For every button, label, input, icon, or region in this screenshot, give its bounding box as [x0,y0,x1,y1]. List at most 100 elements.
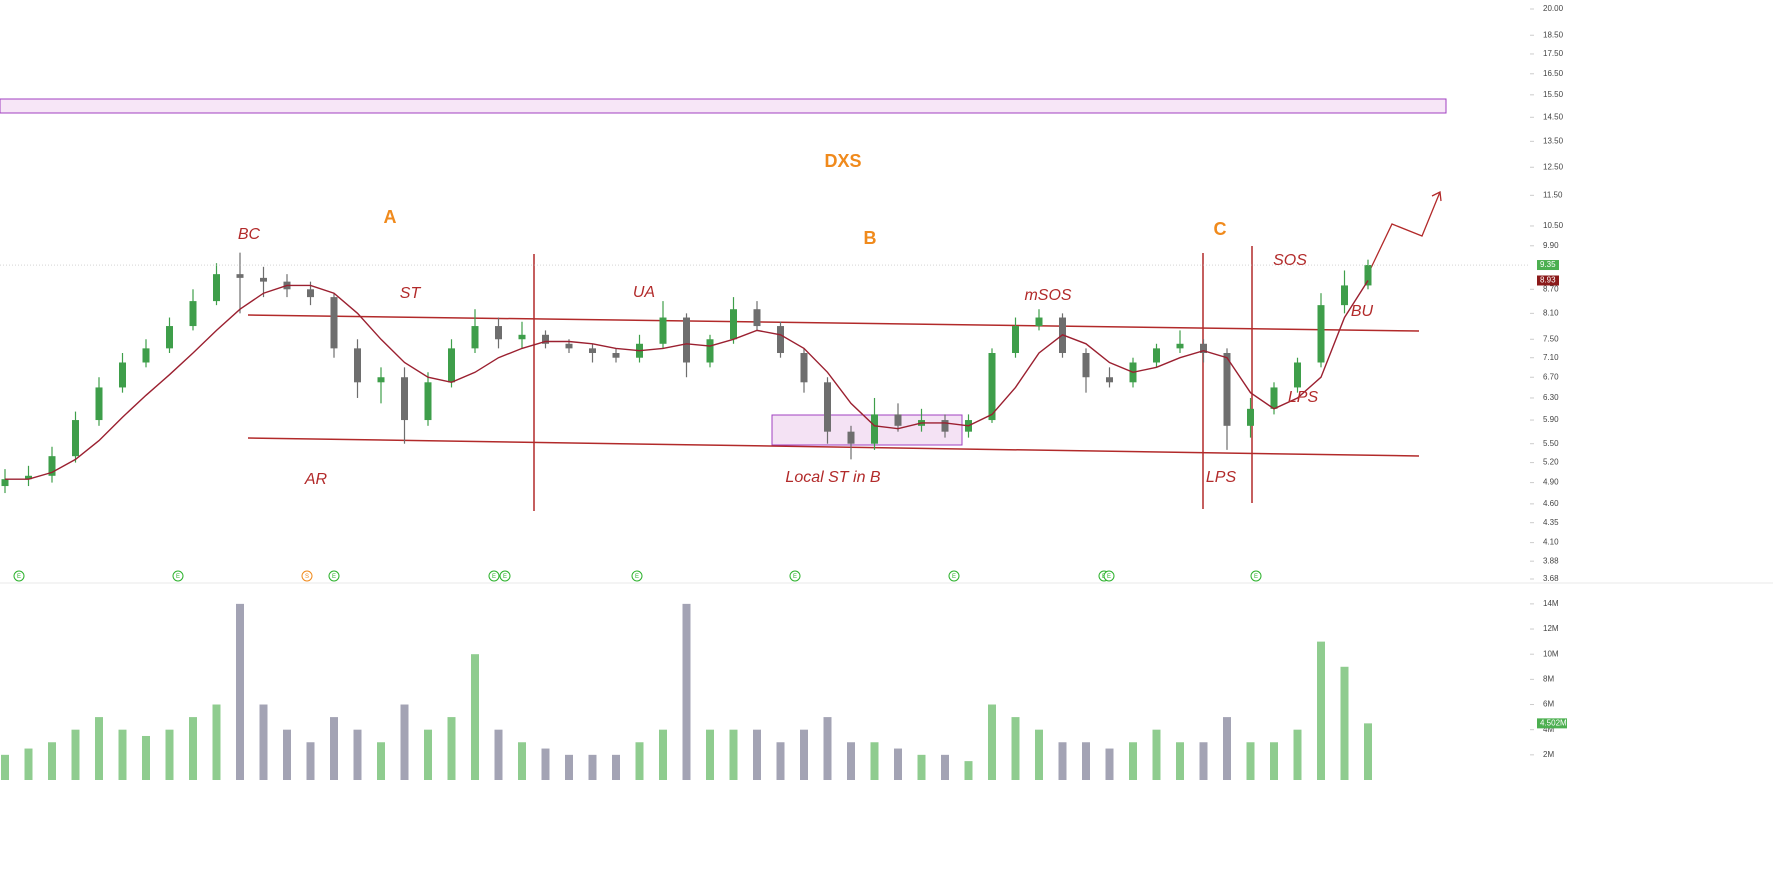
candle-body [800,353,808,383]
y-tick-label: 14M [1543,599,1559,608]
volume-bar [165,729,174,780]
y-tick-label: 4.10 [1543,538,1559,547]
y-tick-label: 6M [1543,700,1554,709]
channel-top [247,314,1420,332]
y-tick-label: 8.10 [1543,308,1559,317]
candle-body [260,277,267,282]
volume-bar [236,603,244,780]
volume-bar [24,748,33,780]
volume-bar [1152,729,1161,780]
candle-body [1341,285,1348,306]
volume-bar [118,729,127,780]
y-tick-label: 8M [1543,674,1554,683]
candle-body [1294,362,1301,388]
event-label: E [1254,574,1258,580]
candle-body [1200,343,1207,354]
volume-bar [588,754,597,780]
event-label: E [635,574,639,580]
volume-bar [1129,742,1137,780]
candle-body [542,334,549,344]
event-label: E [503,574,507,580]
y-tick-label: 20.00 [1543,4,1564,13]
volume-bar [95,717,103,780]
event-marker [172,570,184,582]
event-marker [488,570,500,582]
volume-bar [212,704,221,780]
y-tick-label: 4.60 [1543,499,1559,508]
wyckoff-label: AR [304,471,328,488]
volume-bar [424,729,432,780]
volume-bar [1270,742,1278,780]
event-marker [13,570,25,582]
wyckoff-label: Local ST in B [785,469,880,486]
candle-body [612,353,620,358]
y-tick-label: 3.88 [1543,556,1559,565]
resistance-zone [0,98,1447,114]
y-tick-label: 3.68 [1543,574,1559,583]
event-marker [631,570,643,582]
candle-body [941,420,949,432]
volume-bar [1246,742,1255,780]
candle-body [847,431,855,444]
volume-bar [988,704,996,780]
candle-body [166,326,173,349]
volume-bar [682,603,691,780]
candle-body [1364,265,1372,286]
wyckoff-label: BC [238,226,261,243]
candle-body [377,377,385,383]
candle-body [753,309,761,327]
volume-bar [377,742,385,780]
y-tick-label: 2M [1543,750,1554,759]
volume-bar [729,729,738,780]
candle-body [448,348,455,383]
candle-body [1035,317,1043,327]
volume-bar [706,729,714,780]
y-tick-label: 10M [1543,649,1559,658]
event-label: E [952,574,956,580]
y-tick-label: 15.50 [1543,90,1564,99]
candle-body [706,339,714,363]
y-tick-label: 11.50 [1543,190,1563,199]
chart-title: DXS [824,151,861,171]
wyckoff-label: LPS [1206,469,1237,486]
candle-body [213,274,220,302]
candle-body [1106,377,1113,383]
candle-body [25,475,32,480]
y-tick-label: 5.90 [1543,415,1559,424]
projection-arrow [1369,191,1441,271]
candle-body [683,317,690,363]
volume-bar [306,742,315,780]
candle-body [1176,343,1184,349]
volume-bar [1364,723,1372,780]
volume-bar [518,742,526,780]
y-tick-label: 4.35 [1543,518,1559,527]
candle-body [119,362,126,388]
volume-bar [612,754,620,780]
candle-body [424,382,432,421]
candle-body [730,309,737,340]
volume-bar [1176,742,1184,780]
candle-body [401,377,408,421]
candle-body [894,414,902,426]
candle-body [330,297,338,349]
moving-average [5,280,1369,480]
range-box [771,414,963,446]
candle-body [1153,348,1160,363]
volume-bar [870,742,879,780]
event-label: E [332,574,336,580]
volume-bar [400,704,409,780]
candle-body [824,382,831,432]
volume-bar [635,742,644,780]
candle-body [871,414,878,444]
candle-body [659,317,667,344]
volume-bar [1223,717,1231,780]
event-marker [1103,570,1115,582]
candle-body [354,348,361,383]
y-tick-label: 10.50 [1543,221,1564,230]
phase-label: B [864,228,877,248]
y-tick-label: 5.20 [1543,458,1559,467]
volume-badge-label: 4.502M [1540,718,1567,727]
volume-bar [259,704,268,780]
y-tick-label: 6.30 [1543,393,1559,402]
